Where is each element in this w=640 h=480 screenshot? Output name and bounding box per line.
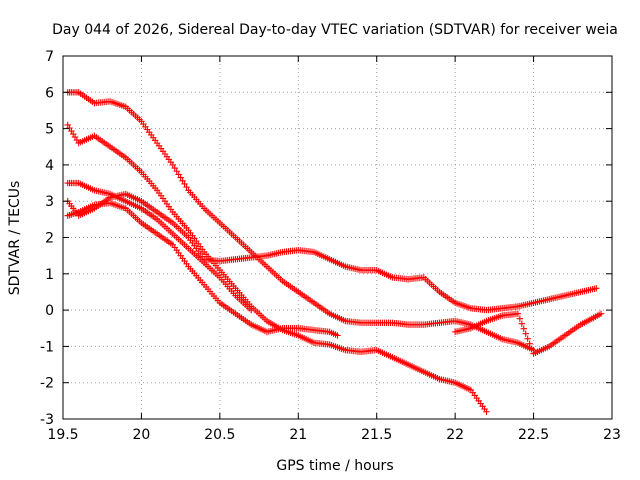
y-tick-label: 1: [45, 267, 54, 283]
data-point: [514, 310, 522, 317]
x-tick-label: 21: [289, 427, 307, 443]
sample-marker: [528, 345, 535, 352]
x-tick-label: 20: [133, 427, 151, 443]
x-tick-label: 23: [603, 427, 621, 443]
series-track-2: [64, 190, 600, 314]
y-tick-label: -3: [40, 412, 54, 428]
sample-marker: [518, 320, 526, 327]
series-layer: [64, 89, 605, 415]
y-tick-label: 7: [45, 49, 54, 65]
sample-marker: [520, 325, 527, 332]
chart-title: Day 044 of 2026, Sidereal Day-to-day VTE…: [52, 22, 618, 38]
series-track-6: [451, 310, 605, 357]
y-axis-label: SDTVAR / TECUs: [7, 181, 23, 296]
data-point: [334, 332, 341, 339]
y-tick-label: -1: [40, 339, 54, 355]
data-point: [248, 306, 255, 314]
x-tick-label: 19.5: [47, 427, 78, 443]
sample-marker: [522, 330, 529, 337]
data-point: [597, 310, 605, 317]
x-tick-label: 20.5: [204, 427, 235, 443]
grid: [63, 56, 612, 419]
y-tick-label: 6: [45, 85, 54, 101]
y-tick-label: 4: [45, 158, 54, 174]
x-tick-label: 21.5: [361, 427, 392, 443]
sample-marker: [524, 335, 531, 342]
x-axis-label: GPS time / hours: [276, 458, 393, 474]
plot-frame: [62, 55, 613, 420]
sample-marker: [516, 315, 524, 322]
y-tick-label: -2: [40, 376, 54, 392]
x-tick-label: 22.5: [518, 427, 549, 443]
sample-marker: [526, 340, 533, 347]
series-track-4: [64, 179, 255, 314]
y-tick-label: 3: [45, 194, 54, 210]
y-tick-label: 0: [45, 303, 54, 319]
x-tick-label: 22: [446, 427, 464, 443]
y-tick-label: 5: [45, 122, 54, 138]
data-point: [593, 285, 600, 292]
series-track-5: [64, 199, 341, 339]
y-tick-label: 2: [45, 231, 54, 247]
series-track-3: [64, 121, 490, 415]
data-point: [483, 408, 490, 415]
